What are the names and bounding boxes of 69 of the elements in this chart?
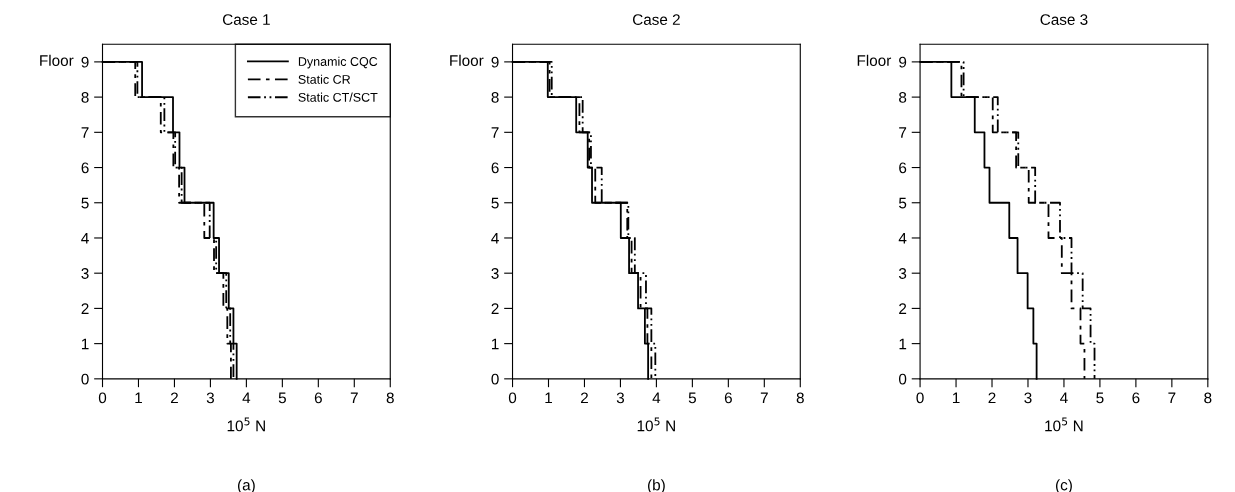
y-tick-label: 4 bbox=[898, 233, 907, 244]
y-tick-label: 5 bbox=[81, 197, 89, 209]
x-tick-label: 0 bbox=[98, 392, 107, 404]
legend-label: Static CT/SCT bbox=[298, 92, 378, 102]
y-tick-label: 4 bbox=[81, 233, 89, 244]
y-tick-label: 0 bbox=[491, 373, 499, 385]
x-tick-label: 0 bbox=[916, 392, 924, 404]
y-tick-label: 3 bbox=[81, 268, 89, 279]
x-tick-label: 2 bbox=[580, 392, 588, 404]
y-tick-label: 6 bbox=[81, 162, 89, 174]
y-tick-label: 2 bbox=[491, 303, 499, 314]
y-tick-label: 2 bbox=[899, 303, 907, 314]
x-axis-title: 10$^{5}$ N bbox=[1045, 417, 1083, 432]
y-tick-label: 6 bbox=[491, 162, 499, 174]
y-tick-label: 2 bbox=[81, 303, 89, 314]
x-tick-label: 1 bbox=[952, 392, 960, 404]
y-axis-title: Floor bbox=[857, 54, 892, 66]
x-tick-label: 5 bbox=[278, 392, 286, 404]
y-tick-label: 7 bbox=[899, 127, 907, 138]
y-tick-label: 1 bbox=[492, 338, 499, 350]
x-tick-label: 7 bbox=[760, 392, 768, 404]
y-tick-label: 4 bbox=[491, 233, 499, 244]
x-tick-label: 1 bbox=[135, 392, 142, 404]
x-tick-label: 5 bbox=[688, 392, 696, 404]
x-tick-label: 6 bbox=[724, 392, 732, 404]
x-tick-label: 3 bbox=[616, 392, 625, 404]
x-tick-label: 0 bbox=[508, 392, 517, 404]
x-axis-title: 10$^{5}$ N bbox=[637, 417, 675, 432]
x-tick-label: 8 bbox=[1204, 392, 1212, 404]
chart-title: Case 2 bbox=[632, 14, 680, 25]
x-tick-label: 2 bbox=[988, 392, 996, 404]
y-tick-label: 7 bbox=[491, 127, 499, 138]
y-tick-label: 3 bbox=[491, 268, 499, 279]
y-tick-label: 6 bbox=[899, 162, 907, 174]
x-tick-label: 4 bbox=[652, 392, 661, 404]
y-tick-label: 5 bbox=[899, 197, 907, 209]
x-axis-title: 10$^{5}$ N bbox=[227, 417, 265, 432]
y-tick-label: 8 bbox=[899, 91, 907, 103]
y-tick-label: 8 bbox=[81, 91, 89, 103]
x-tick-label: 7 bbox=[350, 392, 358, 404]
x-tick-label: 1 bbox=[545, 392, 552, 404]
chart-title: Case 3 bbox=[1040, 14, 1088, 25]
x-tick-label: 2 bbox=[170, 392, 178, 404]
chart-title: Case 1 bbox=[222, 14, 270, 25]
x-tick-label: 5 bbox=[1096, 392, 1104, 404]
y-tick-label: 1 bbox=[81, 338, 89, 350]
y-tick-label: 3 bbox=[898, 268, 907, 279]
y-tick-label: 5 bbox=[491, 197, 499, 209]
x-tick-label: 4 bbox=[1060, 392, 1068, 404]
x-tick-label: 6 bbox=[314, 392, 322, 404]
y-axis-title: Floor bbox=[40, 54, 74, 66]
y-tick-label: 1 bbox=[899, 338, 907, 350]
x-tick-label: 7 bbox=[1168, 392, 1176, 404]
y-tick-label: 9 bbox=[81, 56, 89, 68]
legend-label: Dynamic CQC bbox=[298, 56, 378, 69]
x-tick-label: 8 bbox=[386, 392, 394, 404]
y-axis-title: Floor bbox=[450, 54, 484, 66]
legend-label: Static CR bbox=[298, 74, 351, 84]
y-tick-label: 9 bbox=[491, 56, 499, 68]
y-tick-label: 9 bbox=[899, 56, 907, 68]
x-tick-label: 3 bbox=[1024, 392, 1032, 404]
x-tick-label: 4 bbox=[242, 392, 251, 404]
y-tick-label: 0 bbox=[81, 373, 89, 385]
x-tick-label: 8 bbox=[796, 392, 804, 404]
y-tick-label: 7 bbox=[81, 127, 89, 138]
x-tick-label: 3 bbox=[206, 392, 214, 404]
x-tick-label: 6 bbox=[1132, 392, 1140, 404]
y-tick-label: 8 bbox=[491, 91, 499, 103]
y-tick-label: 0 bbox=[898, 373, 907, 385]
